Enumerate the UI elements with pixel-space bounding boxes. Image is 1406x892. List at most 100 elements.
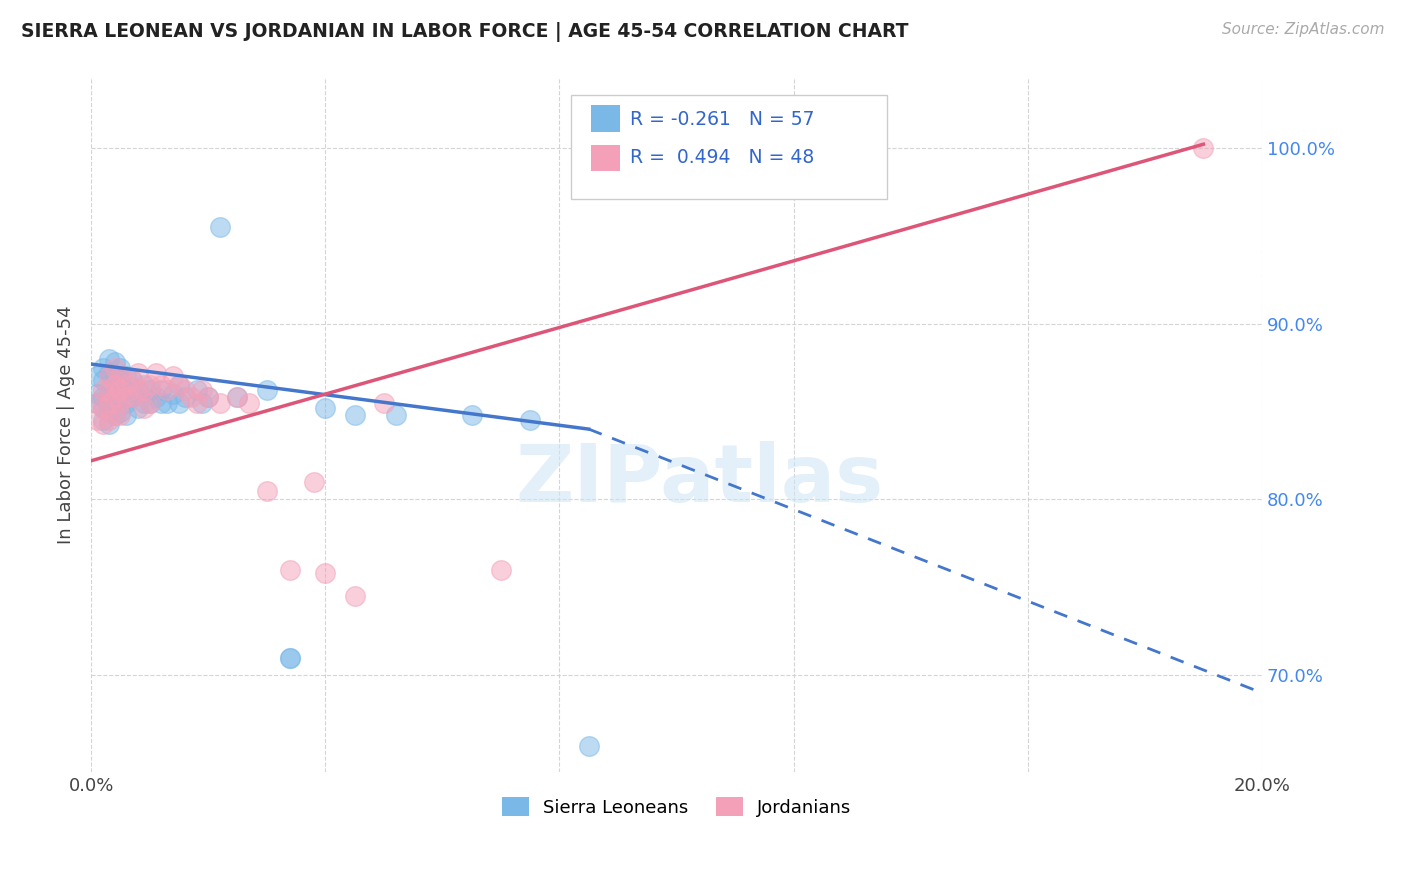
Point: [132, 384, 155, 398]
Point: [150, 395, 173, 409]
Point: [97, 395, 120, 409]
Point: [103, 408, 125, 422]
Point: [110, 384, 132, 398]
Point: [97, 395, 120, 409]
Point: [156, 395, 179, 409]
Point: [110, 395, 132, 409]
Point: [208, 395, 231, 409]
Point: [145, 366, 167, 380]
Point: [578, 739, 600, 753]
Point: [278, 650, 301, 665]
Point: [86, 369, 108, 384]
Point: [314, 401, 336, 415]
FancyBboxPatch shape: [591, 145, 620, 171]
FancyBboxPatch shape: [591, 105, 620, 132]
Point: [115, 391, 138, 405]
Point: [91, 391, 114, 405]
Point: [115, 384, 138, 398]
Point: [343, 589, 366, 603]
Point: [103, 384, 125, 398]
Y-axis label: In Labor Force | Age 45-54: In Labor Force | Age 45-54: [58, 305, 75, 544]
Point: [127, 401, 149, 415]
Point: [132, 401, 155, 415]
Point: [186, 384, 208, 398]
Point: [173, 384, 195, 398]
Point: [121, 391, 143, 405]
Point: [91, 384, 114, 398]
Point: [91, 360, 114, 375]
Point: [97, 369, 120, 384]
Point: [103, 355, 125, 369]
Point: [132, 395, 155, 409]
Point: [167, 378, 190, 392]
Point: [384, 408, 406, 422]
Text: Source: ZipAtlas.com: Source: ZipAtlas.com: [1222, 22, 1385, 37]
Text: R =  0.494   N = 48: R = 0.494 N = 48: [630, 148, 814, 167]
Point: [103, 391, 125, 405]
Point: [97, 384, 120, 398]
Point: [138, 378, 160, 392]
Point: [138, 395, 160, 409]
Point: [91, 417, 114, 431]
Point: [127, 384, 149, 398]
Point: [186, 395, 208, 409]
Point: [1192, 141, 1215, 155]
Point: [256, 384, 278, 398]
Point: [226, 391, 249, 405]
Point: [138, 395, 160, 409]
Point: [197, 391, 219, 405]
Point: [460, 408, 482, 422]
Point: [121, 391, 143, 405]
Point: [91, 401, 114, 415]
Point: [162, 387, 184, 401]
Text: R = -0.261   N = 57: R = -0.261 N = 57: [630, 110, 814, 128]
Point: [103, 369, 125, 384]
Point: [343, 408, 366, 422]
Point: [156, 384, 179, 398]
Point: [97, 417, 120, 431]
Point: [180, 391, 202, 405]
Point: [191, 384, 214, 398]
Point: [138, 384, 160, 398]
Point: [197, 391, 219, 405]
Point: [115, 395, 138, 409]
Point: [256, 483, 278, 498]
Point: [86, 387, 108, 401]
Point: [110, 404, 132, 418]
Point: [208, 219, 231, 234]
Point: [127, 384, 149, 398]
Point: [150, 384, 173, 398]
Point: [86, 395, 108, 409]
Point: [226, 391, 249, 405]
Point: [519, 413, 541, 427]
Point: [97, 351, 120, 366]
Point: [110, 391, 132, 405]
Point: [103, 378, 125, 392]
Point: [91, 413, 114, 427]
Point: [110, 360, 132, 375]
Point: [145, 391, 167, 405]
Point: [278, 650, 301, 665]
Point: [167, 395, 190, 409]
Point: [162, 369, 184, 384]
Point: [110, 408, 132, 422]
Point: [238, 395, 260, 409]
Point: [103, 395, 125, 409]
Point: [86, 395, 108, 409]
Point: [278, 563, 301, 577]
Point: [150, 378, 173, 392]
Point: [97, 404, 120, 418]
Point: [91, 401, 114, 415]
Point: [191, 395, 214, 409]
Point: [103, 408, 125, 422]
Point: [314, 566, 336, 581]
Point: [103, 360, 125, 375]
Point: [86, 413, 108, 427]
Point: [115, 408, 138, 422]
Point: [121, 373, 143, 387]
Point: [115, 369, 138, 384]
Point: [110, 369, 132, 384]
Point: [173, 391, 195, 405]
Point: [97, 384, 120, 398]
Text: SIERRA LEONEAN VS JORDANIAN IN LABOR FORCE | AGE 45-54 CORRELATION CHART: SIERRA LEONEAN VS JORDANIAN IN LABOR FOR…: [21, 22, 908, 42]
